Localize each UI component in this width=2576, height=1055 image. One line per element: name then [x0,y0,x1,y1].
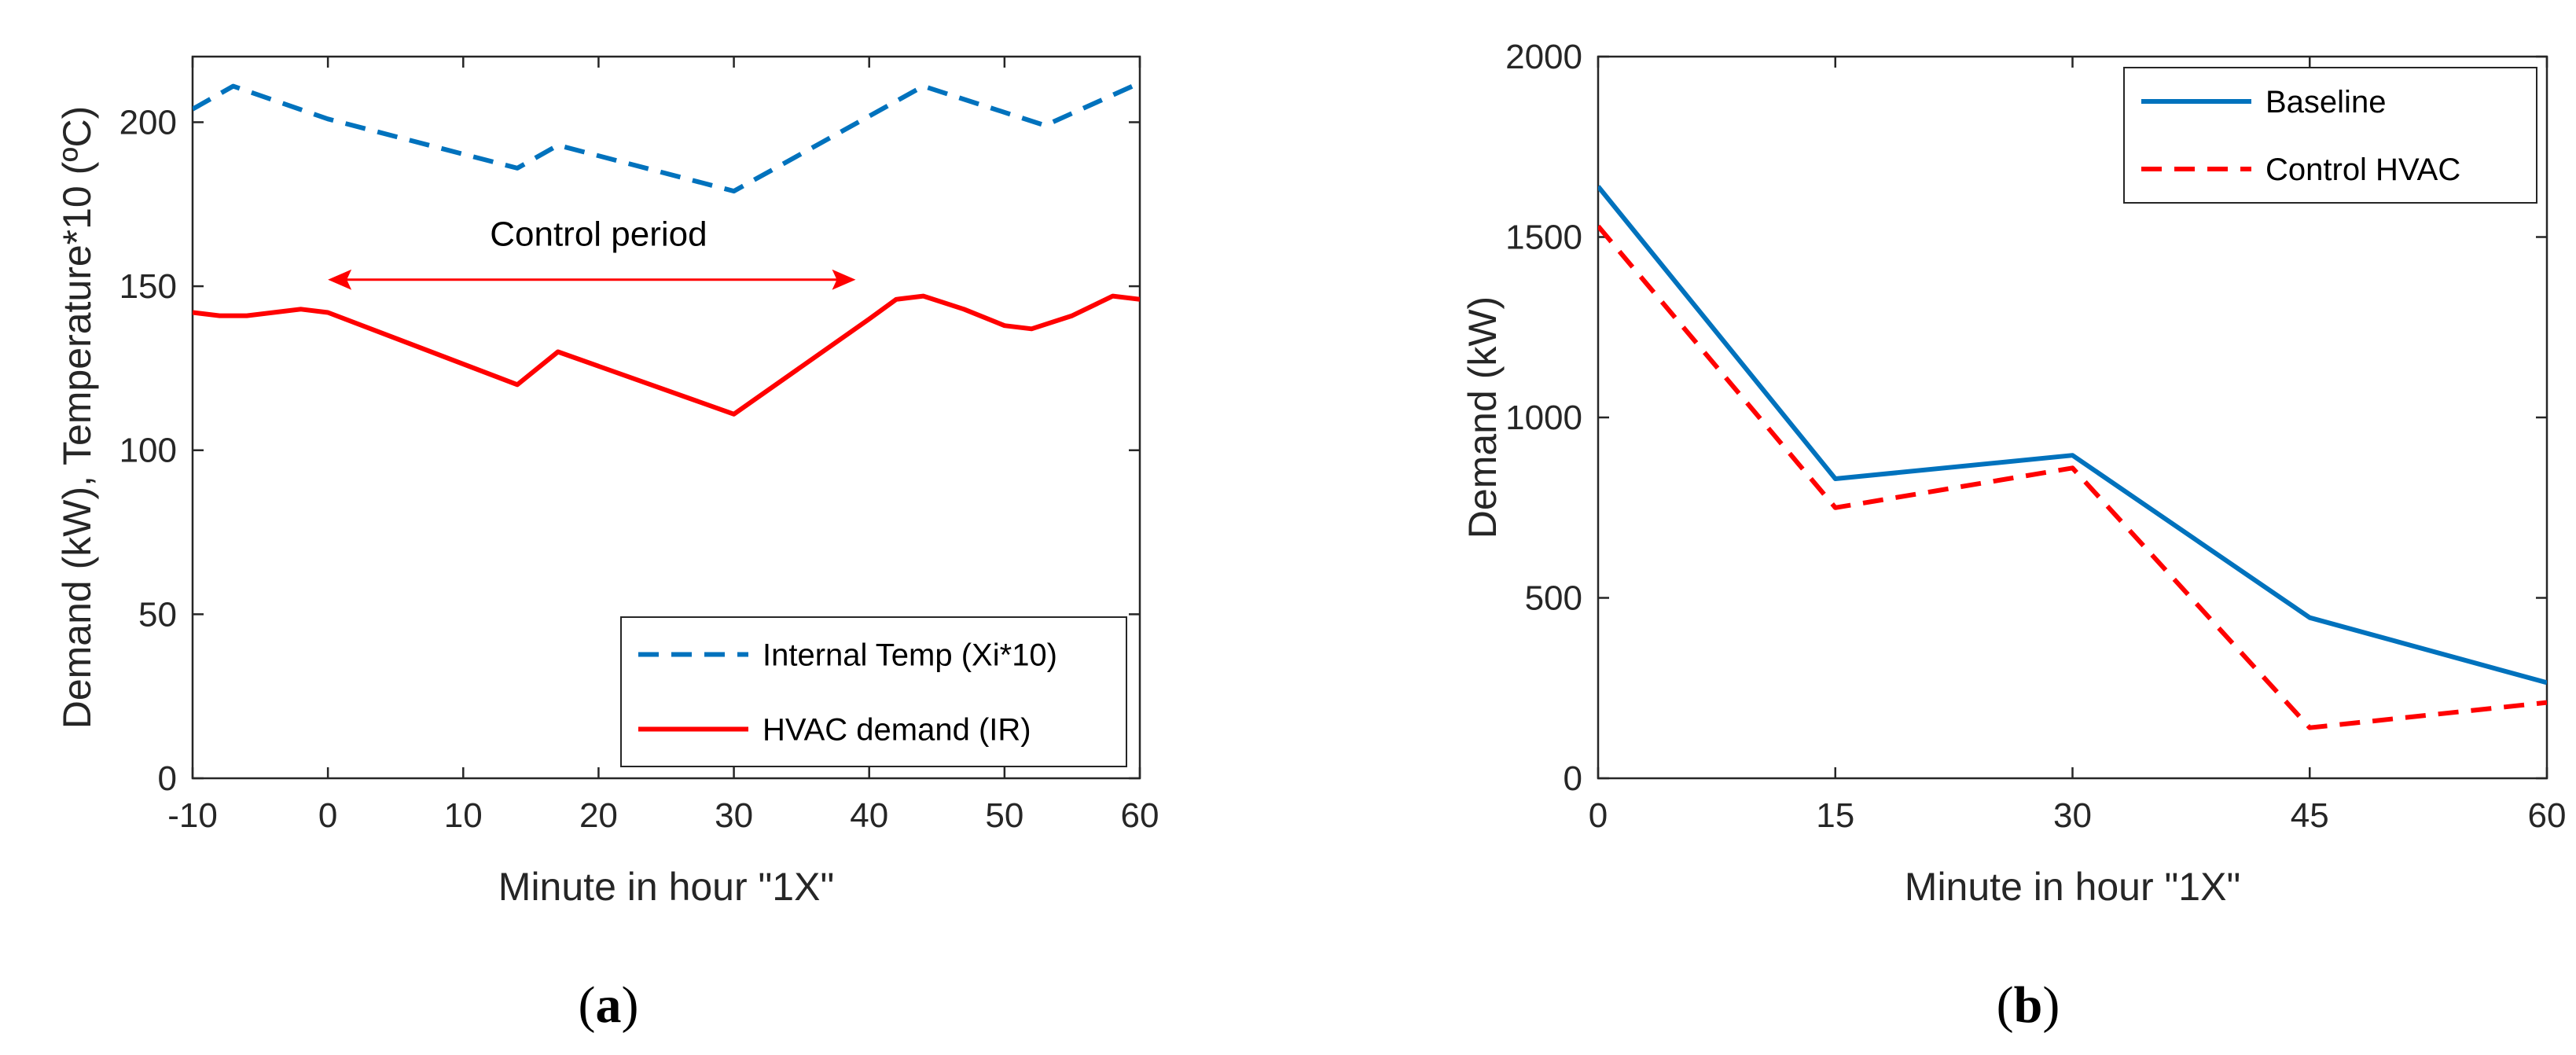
panel-label: (b) [1997,976,2060,1034]
series-line-internal-temp-xi-10 [193,80,1140,194]
panel-label-open-paren: ( [1997,976,2014,1034]
y-axis-label: Demand (kW), Temperature*10 (ºC) [55,106,99,730]
series-line-hvac-demand-ir [193,293,1140,417]
x-tick-label: 30 [2053,796,2092,835]
x-tick-label: 0 [1589,796,1608,835]
panel-label-open-paren: ( [579,976,596,1034]
x-tick-label: 0 [318,796,337,835]
y-tick-label: 1500 [1505,219,1582,257]
y-tick-label: 0 [1564,759,1582,798]
x-tick-label: 60 [1121,796,1159,835]
legend-label: Baseline [2265,85,2386,119]
series-line-baseline [1598,185,2547,686]
y-axis-label: Demand (kW) [1461,296,1505,539]
series-line-control-hvac [1598,224,2547,730]
control-period-label: Control period [490,215,707,253]
y-tick-label: 100 [119,432,177,470]
x-tick-label: 45 [2291,796,2329,835]
x-tick-label: 40 [850,796,888,835]
legend-label: HVAC demand (IR) [763,713,1031,748]
arrow-head-left [328,269,352,290]
chart-b: 0 15 30 45 60 0 500 1000 1500 2000 Minute in hour … [1461,38,2566,1034]
arrow-head-right [832,269,856,290]
legend-label: Internal Temp (Xi*10) [763,638,1057,673]
x-tick-label: 10 [444,796,483,835]
x-axis-label: Minute in hour "1X" [498,865,834,909]
y-tick-label: 0 [158,759,177,798]
y-tick-label: 500 [1525,579,1582,618]
panel-label-close-paren: ) [622,976,639,1034]
y-tick-label: 1000 [1505,399,1582,437]
y-tick-label: 150 [119,267,177,306]
panel-label-close-paren: ) [2042,976,2060,1034]
x-axis-label: Minute in hour "1X" [1905,865,2240,909]
x-tick-label: 15 [1816,796,1854,835]
x-tick-label: 50 [985,796,1023,835]
legend-box [2123,67,2537,204]
panel-label-letter: b [2014,976,2043,1034]
x-tick-label: 60 [2528,796,2567,835]
x-tick-label: 20 [579,796,618,835]
panel-label-letter: a [596,976,622,1034]
y-tick-label: 2000 [1505,38,1582,76]
panel-label: (a) [579,976,639,1034]
legend-box [620,616,1127,767]
legend-label: Control HVAC [2265,153,2460,187]
x-tick-label: -10 [167,796,218,835]
y-tick-label: 200 [119,103,177,142]
y-tick-label: 50 [138,595,177,634]
x-tick-label: 30 [715,796,753,835]
